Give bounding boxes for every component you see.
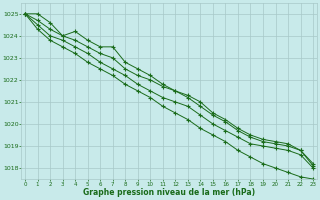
X-axis label: Graphe pression niveau de la mer (hPa): Graphe pression niveau de la mer (hPa) [83,188,255,197]
